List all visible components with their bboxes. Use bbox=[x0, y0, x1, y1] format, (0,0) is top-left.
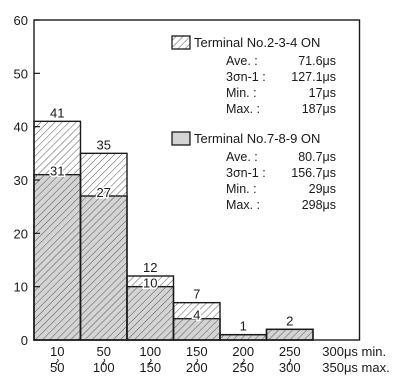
x-tick-label-min-1: 50 bbox=[97, 344, 111, 359]
series-hatched-bars bbox=[33, 120, 314, 341]
x-tick-wave-1 bbox=[102, 358, 106, 366]
data-label-6: 7 bbox=[193, 287, 200, 302]
legend-title-1: Terminal No.7-8-9 ON bbox=[194, 131, 320, 146]
x-tick-label-max-1: 100 bbox=[93, 360, 115, 375]
data-label-3: 27 bbox=[97, 185, 111, 200]
axes: 0102030405060105050100100150150200200250… bbox=[14, 13, 390, 375]
y-tick-label-0: 0 bbox=[21, 333, 28, 348]
x-tick-label-min-5: 250 bbox=[279, 344, 301, 359]
legend-stat-label-1-1: 3σn-1 : bbox=[226, 166, 266, 180]
bar-hatched-0 bbox=[33, 120, 82, 341]
bar-hatched-5 bbox=[265, 328, 314, 341]
x-tick-label-max-4: 250 bbox=[232, 360, 254, 375]
legend-stat-value-0-2: 17μs bbox=[309, 86, 336, 100]
x-tick-label-min-3: 150 bbox=[186, 344, 208, 359]
legend-swatch-0 bbox=[171, 35, 191, 50]
data-label-7: 4 bbox=[193, 308, 200, 323]
bar-hatched-3 bbox=[172, 301, 221, 341]
legend-stat-value-1-1: 156.7μs bbox=[291, 166, 336, 180]
legend-stat-value-1-3: 298μs bbox=[302, 198, 336, 212]
x-tick-label-max-6: 350μs max. bbox=[322, 360, 389, 375]
data-label-2: 35 bbox=[97, 137, 111, 152]
x-tick-wave-5 bbox=[288, 358, 292, 366]
legend-stat-value-1-2: 29μs bbox=[309, 182, 336, 196]
bar-hatched-4 bbox=[219, 333, 268, 341]
data-label-4: 12 bbox=[143, 260, 157, 275]
x-tick-wave-2 bbox=[148, 358, 152, 366]
bar-hatched-1 bbox=[79, 152, 128, 341]
x-tick-label-max-5: 300 bbox=[279, 360, 301, 375]
legend-stat-label-1-2: Min. : bbox=[226, 182, 257, 196]
data-label-5: 10 bbox=[143, 276, 157, 291]
legend-stat-label-1-0: Ave. : bbox=[226, 150, 258, 164]
x-tick-wave-4 bbox=[241, 358, 245, 366]
legend-stat-value-0-1: 127.1μs bbox=[291, 70, 336, 84]
legend-stat-label-0-1: 3σn-1 : bbox=[226, 70, 266, 84]
legend-title-0: Terminal No.2-3-4 ON bbox=[194, 35, 320, 50]
y-tick-label-20: 20 bbox=[14, 226, 28, 241]
x-tick-label-min-0: 10 bbox=[50, 344, 64, 359]
data-label-8: 1 bbox=[240, 319, 247, 334]
legend-stat-label-0-3: Max. : bbox=[226, 102, 260, 116]
data-label-1: 31 bbox=[50, 164, 64, 179]
x-tick-label-min-4: 200 bbox=[232, 344, 254, 359]
legend-stat-value-0-3: 187μs bbox=[302, 102, 336, 116]
data-label-9: 2 bbox=[286, 313, 293, 328]
x-tick-label-min-2: 100 bbox=[139, 344, 161, 359]
y-tick-label-40: 40 bbox=[14, 120, 28, 135]
x-tick-label-min-6: 300μs min. bbox=[322, 344, 386, 359]
data-label-0: 41 bbox=[50, 105, 64, 120]
y-tick-label-10: 10 bbox=[14, 280, 28, 295]
legend-stat-value-0-0: 71.6μs bbox=[298, 54, 336, 68]
y-tick-label-50: 50 bbox=[14, 66, 28, 81]
legend-stat-value-1-0: 80.7μs bbox=[298, 150, 336, 164]
x-tick-wave-3 bbox=[195, 358, 199, 366]
x-tick-label-max-2: 150 bbox=[139, 360, 161, 375]
x-tick-label-max-3: 200 bbox=[186, 360, 208, 375]
legend-stat-label-0-2: Min. : bbox=[226, 86, 257, 100]
y-tick-label-60: 60 bbox=[14, 13, 28, 28]
legend-swatch-1 bbox=[171, 131, 191, 146]
legend-stat-label-0-0: Ave. : bbox=[226, 54, 258, 68]
legend: Terminal No.2-3-4 ON Ave. : 71.6μs 3σn-1 : 1… bbox=[171, 35, 336, 212]
legend-stat-label-1-3: Max. : bbox=[226, 198, 260, 212]
y-tick-label-30: 30 bbox=[14, 173, 28, 188]
x-tick-wave-0 bbox=[55, 358, 59, 366]
x-tick-label-max-0: 50 bbox=[50, 360, 64, 375]
